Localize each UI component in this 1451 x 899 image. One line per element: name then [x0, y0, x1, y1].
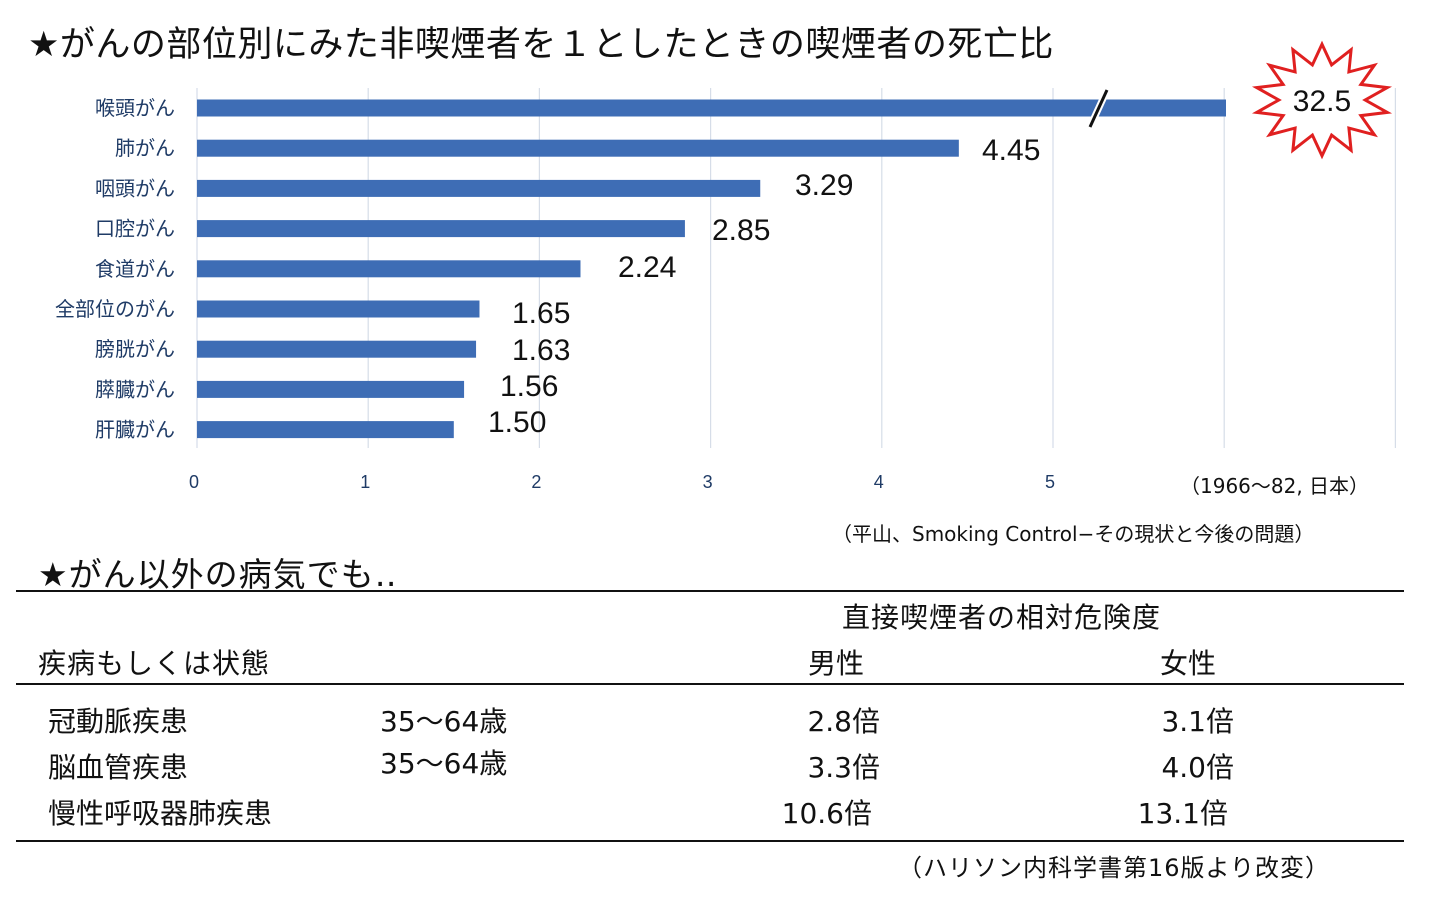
table-header-rule — [16, 683, 1404, 685]
period-note: （1966〜82, 日本） — [1180, 474, 1370, 498]
row-male-risk: 3.3倍 — [807, 751, 880, 784]
chart-title: ★がんの部位別にみた非喫煙者を１としたときの喫煙者の死亡比 — [28, 25, 1054, 65]
source-note-table: （ハリソン内科学書第16版より改変） — [898, 854, 1331, 882]
category-label: 喉頭がん — [95, 96, 175, 120]
category-label: 膀胱がん — [95, 337, 175, 361]
row-age: 35〜64歳 — [380, 747, 508, 780]
category-label: 咽頭がん — [95, 176, 175, 200]
x-tick-label: 0 — [189, 472, 199, 492]
value-label: 4.45 — [982, 134, 1040, 167]
row-male-risk: 2.8倍 — [807, 705, 880, 738]
table-bottom-rule — [16, 840, 1404, 842]
row-male-risk: 10.6倍 — [781, 797, 872, 830]
bar — [197, 139, 959, 157]
category-label: 肝臓がん — [95, 418, 175, 442]
bar — [197, 380, 465, 398]
section-title: ★がん以外の病気でも‥ — [38, 555, 398, 594]
x-tick-label: 5 — [1045, 472, 1055, 492]
column-header-condition: 疾病もしくは状態 — [38, 647, 271, 680]
value-label: 32.5 — [1293, 85, 1351, 118]
x-tick-label: 4 — [874, 472, 884, 492]
value-label: 3.29 — [795, 169, 853, 202]
row-age: 35〜64歳 — [380, 705, 508, 738]
column-header-male: 男性 — [808, 647, 865, 680]
category-label: 食道がん — [95, 257, 175, 281]
value-label: 1.56 — [500, 370, 558, 403]
x-tick-label: 1 — [360, 472, 370, 492]
bar — [197, 340, 477, 358]
category-label: 口腔がん — [95, 217, 175, 241]
bar — [197, 179, 761, 197]
source-note-chart: （平山、Smoking Control−その現状と今後の問題） — [832, 522, 1315, 546]
bar — [197, 260, 581, 278]
bar — [197, 421, 454, 439]
row-condition: 脳血管疾患 — [48, 751, 189, 784]
value-label: 1.65 — [512, 297, 570, 330]
bar — [197, 300, 480, 318]
bar — [197, 220, 685, 238]
bar — [197, 99, 1226, 117]
row-condition: 慢性呼吸器肺疾患 — [48, 797, 273, 830]
row-female-risk: 13.1倍 — [1137, 797, 1228, 830]
value-label: 2.24 — [618, 251, 676, 284]
risk-header: 直接喫煙者の相対危険度 — [842, 601, 1162, 634]
starburst-highlight — [1251, 40, 1393, 160]
row-condition: 冠動脈疾患 — [48, 705, 189, 738]
table-top-rule — [16, 590, 1404, 592]
row-female-risk: 3.1倍 — [1161, 705, 1234, 738]
value-label: 1.63 — [512, 334, 570, 367]
x-tick-label: 2 — [531, 472, 541, 492]
category-label: 膵臓がん — [95, 377, 175, 401]
value-label: 1.50 — [488, 406, 546, 439]
category-label: 全部位のがん — [55, 297, 175, 321]
row-female-risk: 4.0倍 — [1161, 751, 1234, 784]
bar-chart: 0 1 2 3 4 5 喉頭がん 32.5 肺がん 4.45 咽頭がん 3.29 口腔がん 2.85 食道が… — [55, 40, 1397, 492]
value-label: 2.85 — [712, 214, 770, 247]
x-tick-label: 3 — [703, 472, 713, 492]
column-header-female: 女性 — [1160, 647, 1217, 680]
category-label: 肺がん — [115, 136, 175, 160]
axis-break-mark — [1088, 89, 1109, 128]
